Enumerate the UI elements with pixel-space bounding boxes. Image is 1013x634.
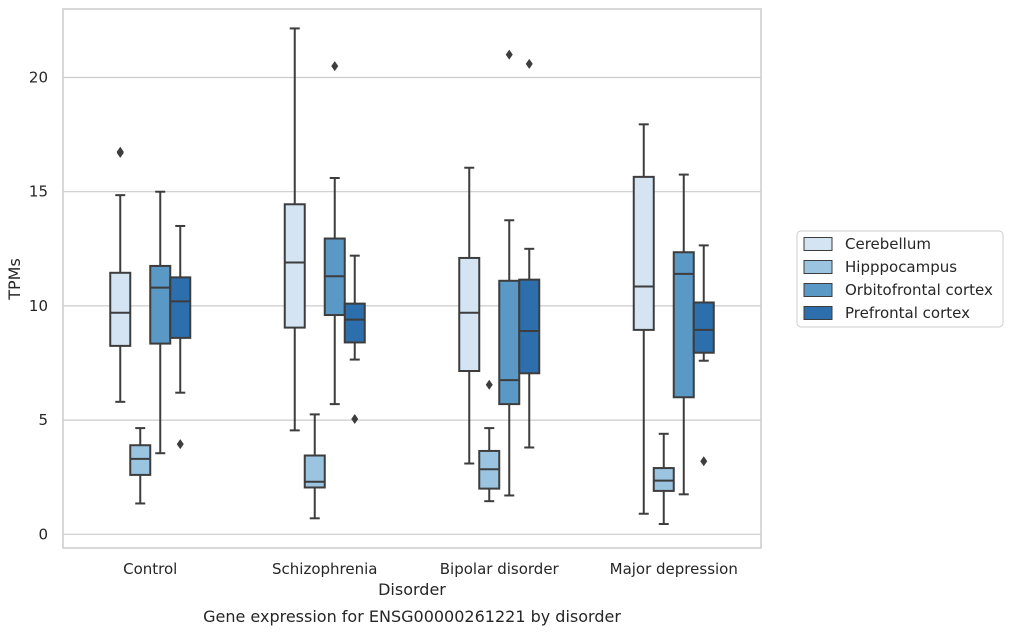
box-1-3: [343, 254, 366, 424]
outlier-point: [485, 379, 493, 390]
box-0-1: [129, 427, 152, 505]
y-tick-label-10: 10: [29, 297, 48, 315]
x-axis-label: Disorder: [378, 580, 446, 599]
box-body: [518, 278, 541, 375]
boxes: [109, 27, 715, 526]
box-2-2: [498, 49, 521, 497]
box-body: [343, 302, 366, 344]
box-2-3: [518, 58, 541, 449]
legend-swatch-3: [803, 306, 833, 320]
box-0-2: [149, 190, 172, 455]
y-axis-ticks: 0 5 10 15 20: [29, 69, 48, 544]
legend-swatch-0: [803, 237, 833, 251]
box-body: [283, 203, 306, 329]
outlier-point: [331, 61, 339, 72]
y-tick-label-15: 15: [29, 183, 48, 201]
x-tick-label-3: Major depression: [610, 560, 738, 578]
plot-frame: [62, 8, 762, 549]
box-body: [109, 271, 132, 347]
outlier-point: [505, 49, 513, 60]
legend-label-1: Hipppocampus: [845, 258, 957, 276]
legend-swatch-2: [803, 283, 833, 297]
box-body: [692, 301, 715, 354]
box-1-1: [303, 413, 326, 520]
legend: Cerebellum Hipppocampus Orbitofrontal cort…: [796, 230, 1004, 328]
outlier-point: [351, 413, 359, 424]
box-1-0: [283, 27, 306, 432]
legend-frame: [796, 230, 1004, 328]
y-tick-label-0: 0: [38, 525, 48, 543]
box-3-1: [652, 432, 675, 526]
box-body: [149, 264, 172, 345]
box-body: [498, 279, 521, 406]
box-body: [652, 467, 675, 492]
y-tick-label-20: 20: [29, 69, 48, 87]
y-tick-label-5: 5: [38, 411, 48, 429]
box-3-3: [692, 244, 715, 467]
legend-label-2: Orbitofrontal cortex: [845, 281, 993, 299]
box-body: [303, 454, 326, 489]
outlier-point: [176, 439, 184, 450]
outlier-point: [525, 58, 533, 69]
box-0-3: [169, 224, 192, 450]
legend-label-3: Prefrontal cortex: [845, 304, 970, 322]
x-tick-label-1: Schizophrenia: [272, 560, 377, 578]
y-axis-label: TPMs: [5, 258, 24, 301]
x-tick-label-2: Bipolar disorder: [440, 560, 560, 578]
box-body: [169, 276, 192, 339]
box-2-1: [478, 379, 501, 503]
box-2-0: [458, 166, 481, 465]
box-body: [632, 175, 655, 331]
x-tick-label-0: Control: [123, 560, 177, 578]
outlier-point: [700, 456, 708, 467]
box-body: [129, 444, 152, 476]
x-axis-ticks: Control Schizophrenia Bipolar disorder Majo…: [123, 560, 738, 578]
chart-title: Gene expression for ENSG00000261221 by d…: [203, 607, 621, 626]
box-3-2: [672, 173, 695, 496]
box-3-0: [632, 123, 655, 515]
legend-swatch-1: [803, 260, 833, 274]
outlier-point: [116, 146, 124, 157]
box-0-0: [109, 146, 132, 403]
box-1-2: [323, 61, 346, 406]
box-body: [458, 256, 481, 372]
legend-label-0: Cerebellum: [845, 235, 931, 253]
